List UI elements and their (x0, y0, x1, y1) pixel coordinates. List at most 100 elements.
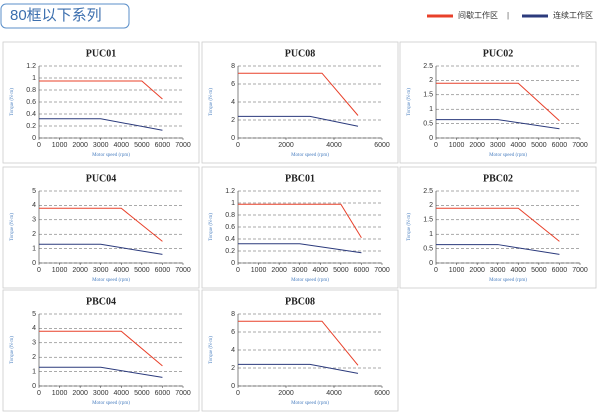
x-tick-label: 4000 (510, 142, 526, 149)
x-tick-label: 5000 (333, 267, 349, 274)
series-line (238, 363, 359, 374)
y-axis-label: Torque (N·m) (209, 213, 214, 241)
legend-label: 连续工作区 (553, 10, 593, 20)
x-tick-label: 0 (434, 142, 438, 149)
series-line (39, 118, 163, 131)
y-tick-label: 1 (32, 245, 36, 252)
y-tick-label: 0.2 (26, 123, 36, 130)
series-line (39, 207, 163, 242)
y-tick-label: 1.5 (423, 217, 433, 224)
x-tick-label: 7000 (175, 267, 191, 274)
x-tick-label: 1000 (251, 267, 267, 274)
chart-panel (399, 41, 597, 164)
x-axis-label: Motor speed (rpm) (92, 401, 130, 406)
chart-title: PUC04 (86, 173, 117, 184)
series-line (436, 82, 560, 122)
chart-panel (399, 166, 597, 289)
x-tick-label: 2000 (469, 267, 485, 274)
series-line (238, 203, 362, 239)
x-axis-label: Motor speed (rpm) (92, 153, 130, 158)
x-tick-label: 3000 (93, 142, 109, 149)
y-tick-label: 8 (231, 63, 235, 70)
axes (38, 66, 183, 139)
y-tick-label: 1 (32, 75, 36, 82)
y-tick-label: 0.5 (423, 120, 433, 127)
y-tick-label: 0 (32, 260, 36, 267)
x-tick-label: 6000 (155, 267, 171, 274)
y-tick-label: 6 (231, 81, 235, 88)
x-tick-label: 5000 (134, 142, 150, 149)
series-line (436, 207, 560, 242)
chart-panel (2, 41, 200, 164)
y-axis-label: Torque (N·m) (209, 88, 214, 116)
axes (38, 314, 183, 387)
series-line (436, 244, 560, 255)
x-axis-label: Motor speed (rpm) (291, 153, 329, 158)
series-line (39, 366, 163, 378)
chart-title: PUC02 (483, 48, 514, 59)
y-tick-label: 1 (32, 368, 36, 375)
x-tick-label: 1000 (52, 267, 68, 274)
y-tick-label: 2 (429, 202, 433, 209)
y-tick-label: 4 (32, 325, 36, 332)
x-tick-label: 3000 (490, 267, 506, 274)
x-tick-label: 4000 (113, 390, 129, 397)
y-tick-label: 1.2 (26, 63, 36, 70)
y-tick-label: 0 (231, 135, 235, 142)
x-tick-label: 7000 (572, 267, 588, 274)
y-axis-label: Torque (N·m) (209, 336, 214, 364)
chart-title: PBC04 (86, 296, 116, 307)
y-tick-label: 4 (32, 202, 36, 209)
chart-title: PBC08 (285, 296, 315, 307)
x-tick-label: 3000 (93, 267, 109, 274)
axes (237, 191, 382, 264)
x-tick-label: 0 (434, 267, 438, 274)
x-tick-label: 3000 (490, 142, 506, 149)
x-axis-label: Motor speed (rpm) (489, 153, 527, 158)
axes (38, 191, 183, 264)
series-line (39, 80, 163, 100)
x-tick-label: 0 (37, 142, 41, 149)
chart-panel (201, 289, 399, 412)
y-tick-label: 8 (231, 311, 235, 318)
legend-separator: | (507, 11, 509, 20)
y-tick-label: 0 (429, 260, 433, 267)
series-line (238, 320, 359, 366)
x-tick-label: 3000 (292, 267, 308, 274)
y-tick-label: 0.4 (225, 236, 235, 243)
y-axis-label: Torque (N·m) (10, 88, 15, 116)
series-line (238, 72, 359, 116)
y-tick-label: 0.6 (26, 99, 36, 106)
y-tick-label: 0.8 (225, 212, 235, 219)
y-tick-label: 2 (231, 117, 235, 124)
x-tick-label: 4000 (113, 267, 129, 274)
x-axis-label: Motor speed (rpm) (291, 401, 329, 406)
x-tick-label: 7000 (175, 390, 191, 397)
axes (237, 66, 382, 139)
x-tick-label: 5000 (134, 267, 150, 274)
chart-panel (2, 166, 200, 289)
x-tick-label: 6000 (155, 142, 171, 149)
y-tick-label: 3 (32, 217, 36, 224)
chart-title: PUC01 (86, 48, 117, 59)
x-tick-label: 4000 (326, 390, 342, 397)
y-tick-label: 4 (231, 347, 235, 354)
x-tick-label: 5000 (531, 267, 547, 274)
x-tick-label: 1000 (52, 390, 68, 397)
y-tick-label: 5 (32, 311, 36, 318)
x-tick-label: 2000 (278, 390, 294, 397)
x-tick-label: 2000 (72, 390, 88, 397)
chart-panel (201, 41, 399, 164)
x-tick-label: 6000 (552, 142, 568, 149)
chart-title: PBC01 (285, 173, 315, 184)
y-tick-label: 2.5 (423, 188, 433, 195)
y-tick-label: 0 (32, 135, 36, 142)
legend-label: 间歇工作区 (458, 10, 498, 20)
series-line (39, 243, 163, 255)
x-tick-label: 2000 (72, 267, 88, 274)
y-tick-label: 3 (32, 340, 36, 347)
chart-title: PUC08 (285, 48, 316, 59)
y-tick-label: 0 (429, 135, 433, 142)
x-tick-label: 6000 (374, 142, 390, 149)
